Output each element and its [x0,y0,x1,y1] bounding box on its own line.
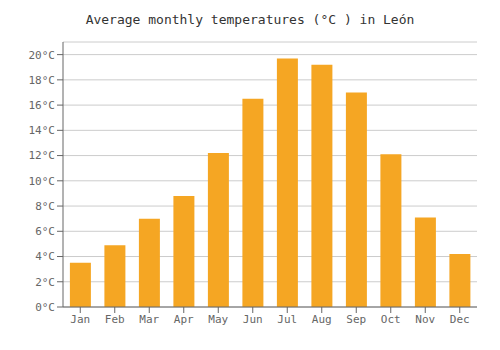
svg-text:Oct: Oct [381,313,401,326]
svg-text:Apr: Apr [174,313,194,326]
svg-text:Jun: Jun [243,313,263,326]
svg-text:20°C: 20°C [29,49,56,62]
svg-text:14°C: 14°C [29,124,56,137]
svg-text:6°C: 6°C [35,225,55,238]
svg-text:Dec: Dec [450,313,470,326]
svg-text:Jul: Jul [277,313,297,326]
svg-text:Aug: Aug [312,313,332,326]
svg-text:4°C: 4°C [35,250,55,263]
svg-text:Sep: Sep [346,313,366,326]
svg-text:16°C: 16°C [29,99,56,112]
svg-text:8°C: 8°C [35,200,55,213]
svg-text:Jan: Jan [70,313,90,326]
svg-text:Nov: Nov [415,313,435,326]
svg-text:0°C: 0°C [35,301,55,314]
svg-text:18°C: 18°C [29,74,56,87]
html-text:Average monthly temperatures (: Average monthly temperatures (°C ) in Le… [85,12,415,27]
svg-text:Mar: Mar [139,313,159,326]
svg-text:2°C: 2°C [35,276,55,289]
svg-text:May: May [208,313,228,326]
svg-text:12°C: 12°C [29,149,56,162]
svg-text:10°C: 10°C [29,175,56,188]
svg-text:Feb: Feb [105,313,125,326]
